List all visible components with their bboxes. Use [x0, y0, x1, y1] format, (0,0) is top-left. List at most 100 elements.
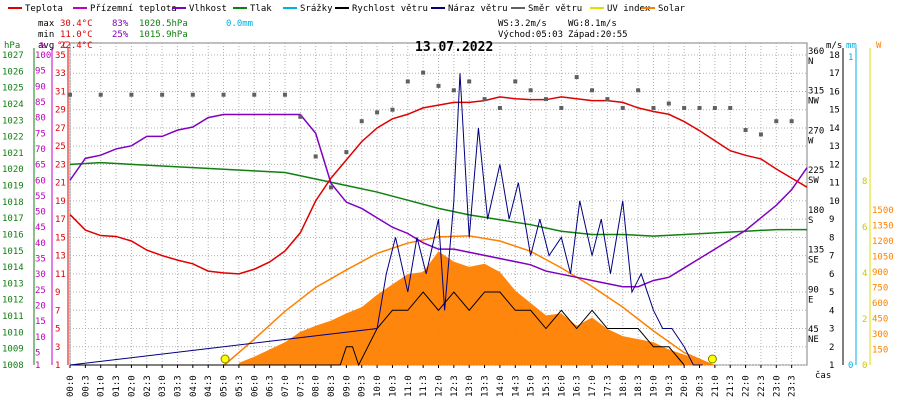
- dir-tick-12: 315: [808, 87, 824, 97]
- pct-tick-7: 35: [35, 255, 46, 265]
- mm-tick-1: 1: [848, 53, 853, 63]
- sunrise-time: Východ:05:03: [498, 30, 563, 40]
- time-tick-25: 12:3: [450, 375, 460, 397]
- ms-tick-0: 1: [829, 361, 834, 371]
- time-tick-3: 01:3: [112, 375, 122, 397]
- wind-direction-point: [390, 107, 395, 112]
- time-tick-12: 06:0: [250, 375, 260, 397]
- stat-min-press: 1015.9hPa: [139, 30, 188, 40]
- celsius-tick-14: 29: [55, 106, 66, 116]
- pct-tick-12: 60: [35, 176, 46, 186]
- celsius-tick-7: 15: [55, 233, 66, 243]
- ms-tick-17: 18: [829, 51, 840, 61]
- mm-tick-0: 0: [848, 361, 853, 371]
- hpa-tick-19: 1027: [2, 51, 24, 61]
- ms-tick-14: 15: [829, 106, 840, 116]
- time-tick-43: 21:3: [726, 375, 736, 397]
- celsius-tick-5: 11: [55, 270, 66, 280]
- stat-max-press: 1020.5hPa: [139, 19, 188, 29]
- dir-tick-15: N: [808, 57, 813, 67]
- hpa-tick-10: 1018: [2, 198, 24, 208]
- hpa-tick-2: 1010: [2, 328, 24, 338]
- pct-tick-9: 45: [35, 223, 46, 233]
- time-tick-30: 15:0: [527, 375, 537, 397]
- legend-label-9: Solar: [658, 4, 686, 14]
- legend-label-1: Přízemní teplota: [90, 4, 177, 14]
- hpa-tick-18: 1026: [2, 67, 24, 77]
- wind-direction-point: [190, 92, 195, 97]
- wind-direction-point: [129, 92, 134, 97]
- time-tick-29: 14:3: [511, 375, 521, 397]
- pressure-line: [69, 161, 807, 237]
- time-tick-44: 22:0: [742, 375, 752, 397]
- wind-direction-point: [497, 105, 502, 110]
- uv-tick-4: 8: [862, 177, 867, 187]
- wind-direction-point: [543, 97, 548, 102]
- time-tick-22: 11:0: [404, 375, 414, 397]
- time-tick-21: 10:3: [388, 375, 398, 397]
- pct-tick-1: 5: [35, 348, 40, 358]
- hpa-tick-7: 1015: [2, 247, 24, 257]
- hpa-tick-16: 1024: [2, 100, 24, 110]
- hpa-tick-5: 1013: [2, 279, 24, 289]
- wind-direction-point: [405, 79, 410, 84]
- wind-direction-point: [697, 105, 702, 110]
- celsius-tick-9: 19: [55, 197, 66, 207]
- stat-max-label: max: [38, 19, 55, 29]
- wind-direction-point: [344, 150, 349, 155]
- wind-direction-point: [636, 88, 641, 93]
- w-tick-1: 300: [872, 330, 888, 340]
- hpa-tick-11: 1019: [2, 182, 24, 192]
- time-tick-19: 09:3: [358, 375, 368, 397]
- time-tick-41: 20:3: [696, 375, 706, 397]
- w-tick-7: 1200: [872, 237, 894, 247]
- hpa-unit: hPa: [4, 41, 20, 51]
- wind-speed-line: [70, 291, 685, 367]
- legend-label-8: UV index: [607, 4, 651, 14]
- ms-tick-9: 10: [829, 197, 840, 207]
- hpa-tick-15: 1023: [2, 116, 24, 126]
- time-tick-26: 13:0: [465, 375, 475, 397]
- celsius-tick-2: 5: [55, 325, 60, 335]
- time-tick-2: 01:0: [97, 375, 107, 397]
- wind-direction-point: [282, 92, 287, 97]
- time-tick-27: 13:3: [481, 375, 491, 397]
- time-tick-0: 00:0: [66, 375, 76, 397]
- time-tick-1: 00:3: [81, 375, 91, 397]
- w-tick-2: 450: [872, 315, 888, 325]
- wind-direction-point: [68, 92, 72, 97]
- stat-avg-temp: 22.4°C: [60, 41, 93, 51]
- hpa-tick-1: 1009: [2, 345, 24, 355]
- uv-tick-2: 4: [862, 269, 867, 279]
- wind-direction-point: [528, 88, 533, 93]
- pct-tick-14: 70: [35, 145, 46, 155]
- time-tick-37: 18:3: [634, 375, 644, 397]
- wind-direction-point: [574, 75, 579, 80]
- time-tick-17: 08:3: [327, 375, 337, 397]
- time-tick-11: 05:3: [235, 375, 245, 397]
- celsius-tick-6: 13: [55, 252, 66, 262]
- dir-tick-6: 180: [808, 206, 824, 216]
- celsius-unit: °C: [57, 41, 68, 51]
- hpa-tick-0: 1008: [2, 361, 24, 371]
- hpa-tick-6: 1014: [2, 263, 24, 273]
- hpa-tick-9: 1017: [2, 214, 24, 224]
- pct-tick-16: 80: [35, 114, 46, 124]
- pct-tick-17: 85: [35, 98, 46, 108]
- time-tick-32: 16:0: [557, 375, 567, 397]
- hpa-tick-12: 1020: [2, 165, 24, 175]
- dir-tick-7: S: [808, 216, 813, 226]
- dir-tick-10: 270: [808, 126, 824, 136]
- mm-unit: mm: [846, 41, 857, 51]
- wind-direction-point: [774, 119, 779, 124]
- ms-unit: m/s: [826, 41, 842, 51]
- chart-title: 13.07.2022: [415, 40, 493, 55]
- ms-tick-7: 8: [829, 233, 834, 243]
- wind-direction-point: [590, 88, 595, 93]
- hpa-tick-17: 1025: [2, 84, 24, 94]
- time-tick-45: 22:3: [757, 375, 767, 397]
- dir-tick-5: SE: [808, 256, 819, 266]
- series-layer: [68, 70, 808, 367]
- wind-gust-line: [69, 73, 703, 366]
